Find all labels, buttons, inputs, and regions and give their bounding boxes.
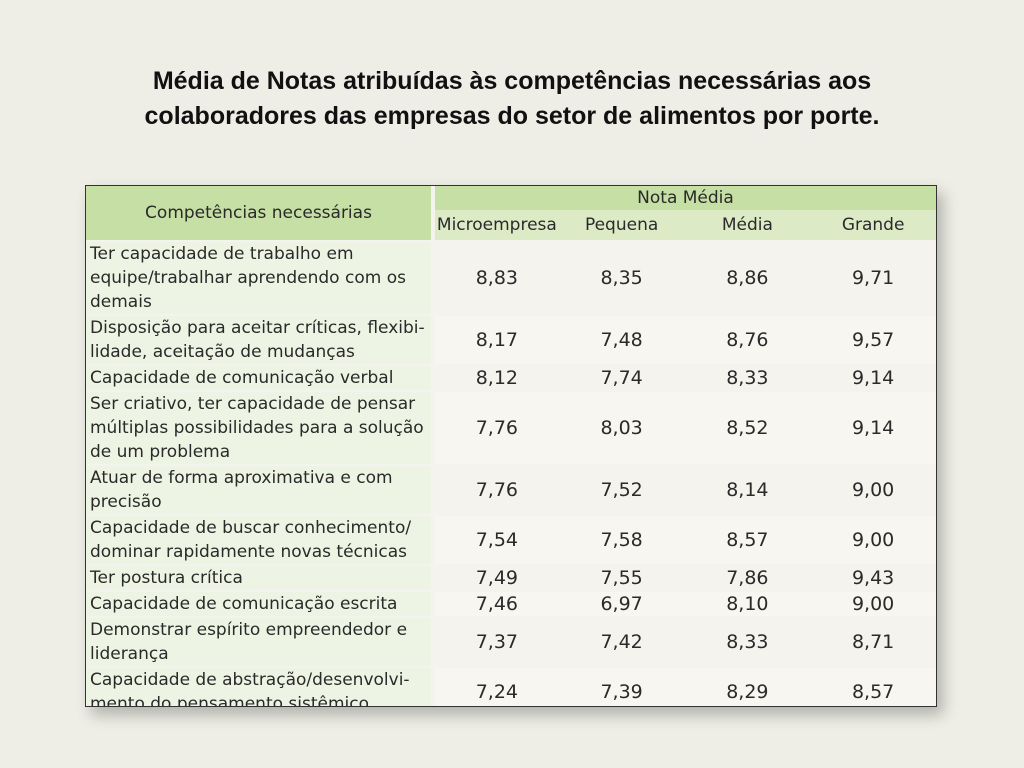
slide-title: Média de Notas atribuídas às competência…	[0, 64, 1024, 134]
cell-microempresa: 7,49	[433, 564, 559, 591]
cell-grande: 9,00	[810, 464, 936, 515]
table-row: Ter capacidade de trabalho em equipe/tra…	[86, 240, 936, 315]
cell-grande: 9,43	[810, 564, 936, 591]
cell-microempresa: 8,83	[433, 240, 559, 315]
cell-grande: 8,71	[810, 616, 936, 667]
cell-grande: 9,00	[810, 514, 936, 565]
row-label: Atuar de forma aproximativa e com precis…	[86, 464, 435, 515]
cell-microempresa: 7,54	[433, 514, 559, 565]
cell-media: 8,86	[684, 240, 811, 315]
row-label: Capacidade de abstração/desenvolvi-mento…	[86, 666, 435, 706]
cell-media: 8,33	[684, 364, 811, 391]
cell-media: 8,10	[684, 590, 811, 617]
cell-media: 8,57	[684, 514, 811, 565]
row-label: Capacidade de comunicação escrita	[86, 590, 435, 617]
cell-pequena: 7,55	[558, 564, 685, 591]
cell-media: 8,29	[684, 666, 811, 706]
cell-pequena: 8,03	[558, 390, 685, 465]
cell-microempresa: 7,37	[433, 616, 559, 667]
cell-pequena: 7,74	[558, 364, 685, 391]
cell-microempresa: 7,46	[433, 590, 559, 617]
cell-microempresa: 7,24	[433, 666, 559, 706]
table-row: Capacidade de buscar conhecimento/ domin…	[86, 514, 936, 565]
cell-microempresa: 8,17	[433, 314, 559, 365]
table-row: Capacidade de abstração/desenvolvi-mento…	[86, 666, 936, 706]
cell-pequena: 7,52	[558, 464, 685, 515]
cell-pequena: 7,48	[558, 314, 685, 365]
table-row: Capacidade de comunicação escrita 7,46 6…	[86, 590, 936, 617]
header-pequena: Pequena	[558, 210, 685, 241]
cell-pequena: 6,97	[558, 590, 685, 617]
cell-media: 8,52	[684, 390, 811, 465]
cell-microempresa: 7,76	[433, 390, 559, 465]
cell-media: 8,33	[684, 616, 811, 667]
row-label: Ser criativo, ter capacidade de pensar m…	[86, 390, 435, 465]
cell-grande: 9,71	[810, 240, 936, 315]
cell-media: 7,86	[684, 564, 811, 591]
header-grande: Grande	[810, 210, 936, 241]
cell-media: 8,76	[684, 314, 811, 365]
cell-pequena: 7,58	[558, 514, 685, 565]
title-line-1: Média de Notas atribuídas às competência…	[152, 67, 872, 95]
cell-grande: 9,14	[810, 364, 936, 391]
cell-media: 8,14	[684, 464, 811, 515]
cell-grande: 9,14	[810, 390, 936, 465]
table-row: Atuar de forma aproximativa e com precis…	[86, 464, 936, 515]
cell-grande: 9,00	[810, 590, 936, 617]
cell-microempresa: 7,76	[433, 464, 559, 515]
competencias-table: Competências necessárias Nota Média Micr…	[86, 186, 936, 706]
table-row: Capacidade de comunicação verbal 8,12 7,…	[86, 364, 936, 391]
table-row: Ser criativo, ter capacidade de pensar m…	[86, 390, 936, 465]
header-nota-media: Nota Média	[433, 186, 936, 210]
cell-grande: 9,57	[810, 314, 936, 365]
row-label: Demonstrar espírito empreendedor e lider…	[86, 616, 435, 667]
table-image: Competências necessárias Nota Média Micr…	[85, 185, 937, 707]
header-media: Média	[684, 210, 811, 241]
header-microempresa: Microempresa	[433, 210, 559, 241]
row-label: Ter capacidade de trabalho em equipe/tra…	[86, 240, 435, 315]
cell-microempresa: 8,12	[433, 364, 559, 391]
row-label: Capacidade de buscar conhecimento/ domin…	[86, 514, 435, 565]
row-label: Capacidade de comunicação verbal	[86, 364, 435, 391]
table-body: Ter capacidade de trabalho em equipe/tra…	[86, 240, 936, 706]
row-label: Disposição para aceitar críticas, flexib…	[86, 314, 435, 365]
table-row: Demonstrar espírito empreendedor e lider…	[86, 616, 936, 667]
cell-pequena: 7,39	[558, 666, 685, 706]
table-row: Ter postura crítica 7,49 7,55 7,86 9,43	[86, 564, 936, 591]
table-row: Disposição para aceitar críticas, flexib…	[86, 314, 936, 365]
cell-grande: 8,57	[810, 666, 936, 706]
header-competencias: Competências necessárias	[86, 186, 435, 241]
cell-pequena: 7,42	[558, 616, 685, 667]
title-line-2: colaboradores das empresas do setor de a…	[144, 102, 880, 130]
cell-pequena: 8,35	[558, 240, 685, 315]
row-label: Ter postura crítica	[86, 564, 435, 591]
